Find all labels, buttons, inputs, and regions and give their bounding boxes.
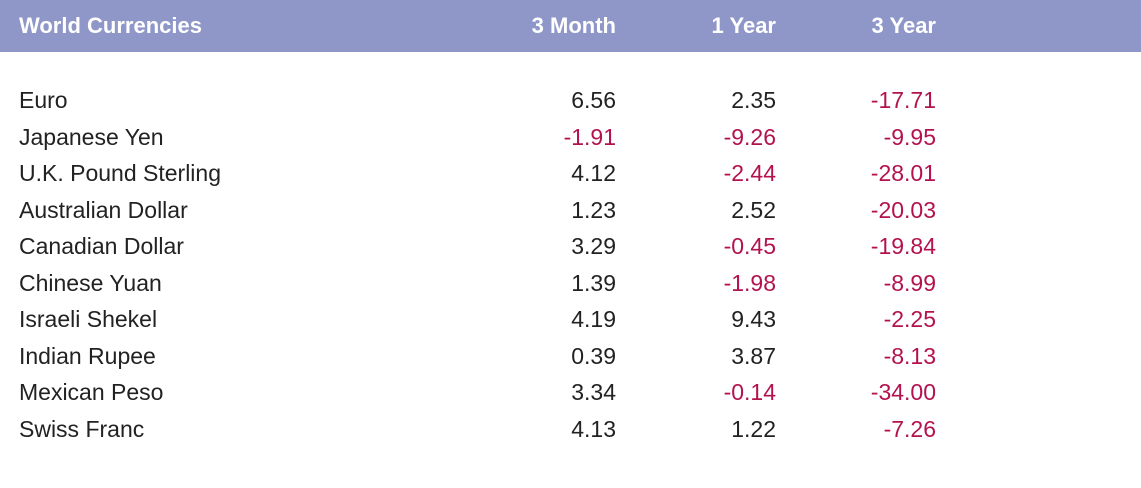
value-1-year: 2.35	[731, 87, 776, 113]
currency-name: Indian Rupee	[19, 342, 156, 369]
value-1-year: 2.52	[731, 196, 776, 223]
currency-name: Japanese Yen	[19, 123, 164, 150]
table-row: Mexican Peso 3.34 -0.14 -34.00	[0, 374, 1141, 411]
currency-name: Swiss Franc	[19, 415, 145, 442]
value-3-year: -8.99	[883, 269, 936, 296]
value-3-year: -20.03	[870, 196, 936, 223]
currency-name: Australian Dollar	[19, 196, 188, 223]
currency-name: Chinese Yuan	[19, 269, 162, 296]
table-row: Canadian Dollar 3.29 -0.45 -19.84	[0, 228, 1141, 265]
table-row: Swiss Franc 4.13 1.22 -7.26	[0, 411, 1141, 448]
table-row: Australian Dollar 1.23 2.52 -20.03	[0, 192, 1141, 229]
value-1-year: -9.26	[723, 123, 776, 150]
header-currency: World Currencies	[19, 13, 202, 38]
currency-name: Canadian Dollar	[19, 233, 184, 259]
value-3-year: -7.26	[883, 415, 936, 442]
currency-name: Mexican Peso	[19, 379, 164, 405]
header-3-year: 3 Year	[871, 13, 936, 38]
currency-name: Israeli Shekel	[19, 306, 158, 332]
value-3-year: -8.13	[883, 342, 936, 369]
table-row: Israeli Shekel 4.19 9.43 -2.25	[0, 301, 1141, 338]
value-3-month: 1.39	[571, 269, 616, 296]
value-3-month: 4.19	[571, 306, 616, 332]
value-3-year: -19.84	[870, 233, 936, 259]
table-header: World Currencies 3 Month 1 Year 3 Year	[0, 0, 1141, 52]
value-1-year: -0.14	[723, 379, 776, 405]
value-3-year: -17.71	[870, 87, 936, 113]
header-1-year: 1 Year	[711, 13, 776, 38]
value-3-month: 1.23	[571, 196, 616, 223]
value-3-month: -1.91	[563, 123, 616, 150]
value-3-month: 3.34	[571, 379, 616, 405]
value-3-month: 4.13	[571, 415, 616, 442]
table-row: Euro 6.56 2.35 -17.71	[0, 82, 1141, 119]
value-3-month: 3.29	[571, 233, 616, 259]
value-1-year: 9.43	[731, 306, 776, 332]
value-3-year: -34.00	[870, 379, 936, 405]
currency-name: Euro	[19, 87, 68, 113]
currency-table: World Currencies 3 Month 1 Year 3 Year E…	[0, 0, 1141, 442]
value-1-year: -0.45	[723, 233, 776, 259]
table-row: Japanese Yen -1.91 -9.26 -9.95	[0, 119, 1141, 156]
value-1-year: -2.44	[723, 160, 776, 186]
value-3-month: 6.56	[571, 87, 616, 113]
table-row: Indian Rupee 0.39 3.87 -8.13	[0, 338, 1141, 375]
value-3-year: -28.01	[870, 160, 936, 186]
table-row: U.K. Pound Sterling 4.12 -2.44 -28.01	[0, 155, 1141, 192]
value-1-year: -1.98	[723, 269, 776, 296]
currency-name: U.K. Pound Sterling	[19, 160, 222, 186]
table-body: Euro 6.56 2.35 -17.71 Japanese Yen -1.91 -9.26…	[0, 82, 1141, 447]
table-row: Chinese Yuan 1.39 -1.98 -8.99	[0, 265, 1141, 302]
value-1-year: 1.22	[731, 415, 776, 442]
value-3-month: 4.12	[571, 160, 616, 186]
value-1-year: 3.87	[731, 342, 776, 369]
header-3-month: 3 Month	[531, 13, 616, 38]
value-3-year: -2.25	[883, 306, 936, 332]
value-3-year: -9.95	[883, 123, 936, 150]
value-3-month: 0.39	[571, 342, 616, 369]
